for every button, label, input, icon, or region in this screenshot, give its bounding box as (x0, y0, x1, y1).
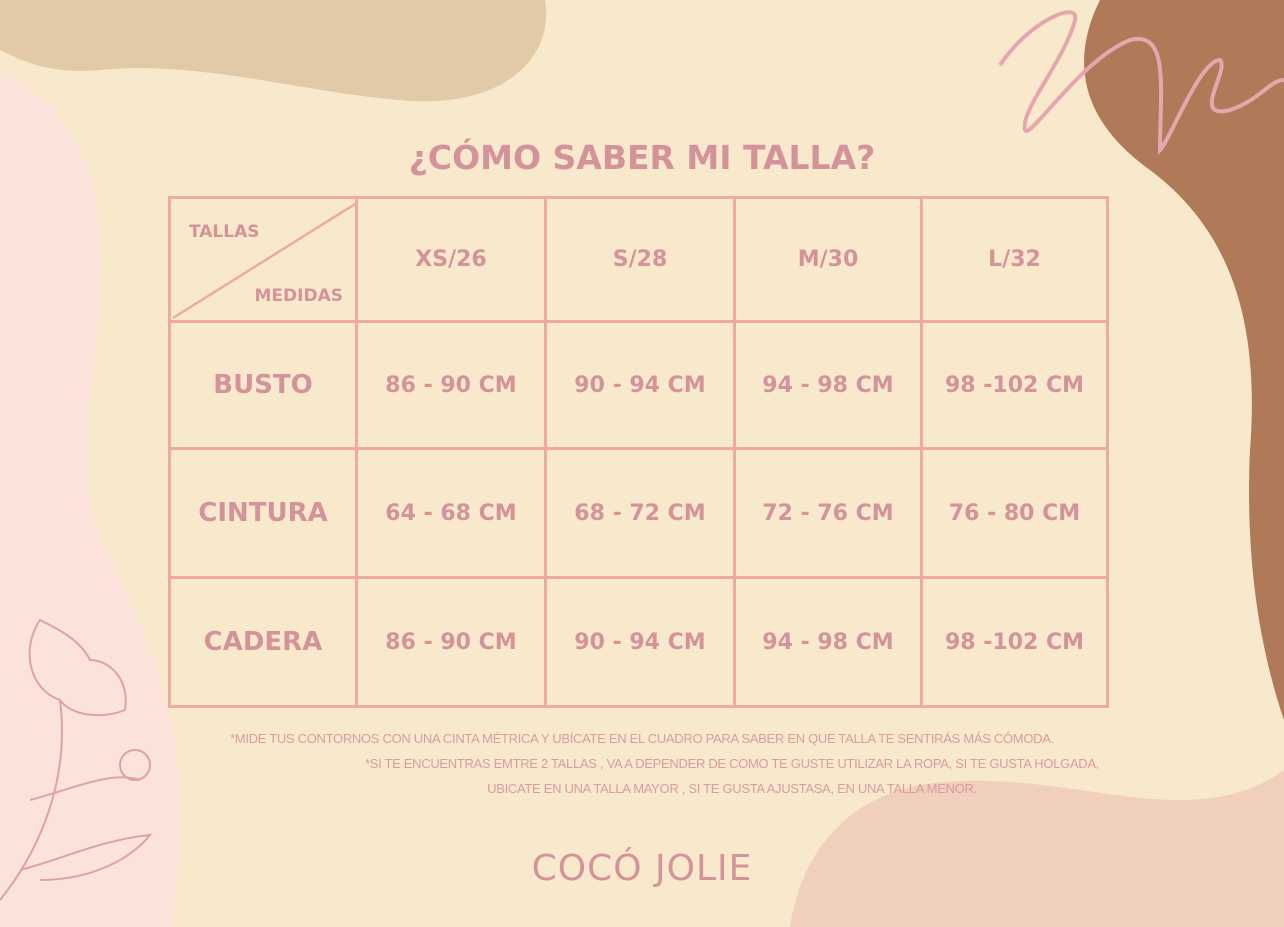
size-header: XS/26 (355, 196, 547, 323)
diagonal-divider (172, 202, 355, 319)
table-cell: 68 - 72 CM (544, 447, 736, 579)
brown-blob-right (1084, 0, 1284, 720)
size-chart-table: TALLAS MEDIDAS XS/26 S/28 M/30 L/32 BUST… (168, 196, 1109, 708)
table-cell: 90 - 94 CM (544, 320, 736, 450)
table-cell: 64 - 68 CM (355, 447, 547, 579)
table-cell: 76 - 80 CM (920, 447, 1109, 579)
table-row: CADERA 86 - 90 CM 90 - 94 CM 94 - 98 CM … (168, 576, 1109, 708)
squiggle-decoration (998, 10, 1284, 155)
tan-blob (0, 0, 547, 102)
table-cell: 90 - 94 CM (544, 576, 736, 708)
table-row: BUSTO 86 - 90 CM 90 - 94 CM 94 - 98 CM 9… (168, 320, 1109, 450)
brand-logo: COCÓ JOLIE (531, 848, 753, 889)
size-header: L/32 (920, 196, 1109, 323)
footnote-1: *MIDE TUS CONTORNOS CON UNA CINTA MÉTRIC… (230, 731, 1054, 746)
corner-label-tallas: TALLAS (189, 221, 260, 242)
table-cell: 72 - 76 CM (733, 447, 923, 579)
table-row: CINTURA 64 - 68 CM 68 - 72 CM 72 - 76 CM… (168, 447, 1109, 579)
table-cell: 86 - 90 CM (355, 576, 547, 708)
peach-blob-bottom (790, 770, 1284, 927)
size-header: M/30 (733, 196, 923, 323)
page-title: ¿CÓMO SABER MI TALLA? (408, 138, 876, 177)
corner-cell: TALLAS MEDIDAS (168, 196, 358, 323)
table-cell: 94 - 98 CM (733, 320, 923, 450)
footnote-3: UBICATE EN UNA TALLA MAYOR , SI TE GUSTA… (487, 781, 977, 796)
table-cell: 86 - 90 CM (355, 320, 547, 450)
row-label: CINTURA (168, 447, 358, 579)
flower-illustration (0, 618, 153, 901)
table-cell: 98 -102 CM (920, 320, 1109, 450)
size-header: S/28 (544, 196, 736, 323)
table-cell: 98 -102 CM (920, 576, 1109, 708)
footnote-2: *SI TE ENCUENTRAS EMTRE 2 TALLAS , VA A … (364, 756, 1100, 771)
corner-label-medidas: MEDIDAS (254, 285, 343, 306)
table-cell: 94 - 98 CM (733, 576, 923, 708)
row-label: CADERA (168, 576, 358, 708)
pink-blob-left (0, 75, 181, 927)
row-label: BUSTO (168, 320, 358, 450)
table-header-row: TALLAS MEDIDAS XS/26 S/28 M/30 L/32 (168, 196, 1109, 323)
